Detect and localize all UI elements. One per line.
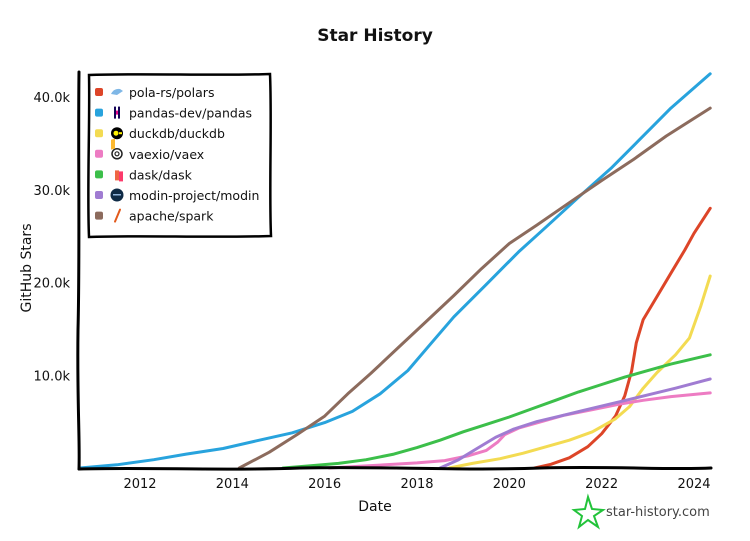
series-line-dask-dask <box>281 353 712 470</box>
legend-swatch <box>95 170 103 179</box>
legend-item[interactable]: vaexio/vaex <box>95 147 204 162</box>
legend-swatch <box>95 191 103 199</box>
spark-icon <box>114 208 121 223</box>
x-tick-label: 2014 <box>216 477 249 492</box>
legend-box <box>87 72 273 239</box>
pandas-icon <box>114 106 120 119</box>
y-tick-label: 40.0k <box>34 91 71 106</box>
legend-item[interactable]: pola-rs/polars <box>95 85 214 100</box>
vaex-icon <box>111 148 123 160</box>
x-tick-label: 2022 <box>585 477 618 492</box>
y-tick-label: 10.0k <box>34 369 71 384</box>
legend-label: duckdb/duckdb <box>129 126 225 141</box>
duckdb-icon <box>111 127 123 140</box>
x-axis-ticks: 2012 2014 2016 2018 2020 2022 2024 <box>123 477 710 492</box>
legend-label: vaexio/vaex <box>129 147 204 162</box>
star-icon <box>571 493 606 530</box>
legend-item[interactable]: apache/spark <box>95 208 214 224</box>
legend-label: modin-project/modin <box>129 188 259 203</box>
legend-label: dask/dask <box>129 167 193 182</box>
legend-label: pandas-dev/pandas <box>129 106 252 121</box>
x-tick-label: 2016 <box>308 477 341 492</box>
plot-lines <box>78 72 712 470</box>
series-line-pola-rs-polars <box>533 206 712 470</box>
legend: pola-rs/polars pandas-dev/pandas duckdb/du… <box>87 72 273 239</box>
legend-label: pola-rs/polars <box>129 85 214 100</box>
x-tick-label: 2012 <box>123 477 156 492</box>
x-tick-label: 2024 <box>677 477 710 492</box>
y-tick-label: 30.0k <box>34 184 71 199</box>
x-tick-label: 2020 <box>493 477 526 492</box>
x-axis-line <box>77 465 713 471</box>
polar-bear-icon <box>111 88 123 95</box>
y-axis-line <box>76 70 81 471</box>
legend-swatch <box>95 211 103 220</box>
legend-label: apache/spark <box>129 209 214 224</box>
y-axis-ticks: 10.0k 20.0k 30.0k 40.0k <box>34 91 71 384</box>
dask-icon <box>111 138 123 182</box>
x-tick-label: 2018 <box>400 477 433 492</box>
series-line-apache-spark <box>237 106 712 470</box>
legend-item[interactable]: modin-project/modin <box>95 188 259 203</box>
watermark-text: star-history.com <box>606 505 710 520</box>
series-line-pandas-dev-pandas <box>78 72 712 470</box>
watermark[interactable]: star-history.com <box>571 493 710 530</box>
legend-item[interactable]: duckdb/duckdb <box>95 126 225 141</box>
series-line-modin-project-modin <box>438 377 712 470</box>
y-axis-label: GitHub Stars <box>19 224 35 313</box>
legend-swatch <box>95 88 103 96</box>
x-axis-label: Date <box>358 499 391 515</box>
legend-item[interactable]: pandas-dev/pandas <box>95 106 252 121</box>
modin-icon <box>110 188 124 202</box>
legend-swatch <box>95 108 103 117</box>
y-tick-label: 20.0k <box>34 277 71 292</box>
chart-title: Star History <box>317 26 433 46</box>
legend-swatch <box>95 129 103 138</box>
legend-item[interactable]: dask/dask <box>95 138 193 183</box>
series-line-duckdb-duckdb <box>447 274 712 470</box>
legend-swatch <box>95 149 103 158</box>
